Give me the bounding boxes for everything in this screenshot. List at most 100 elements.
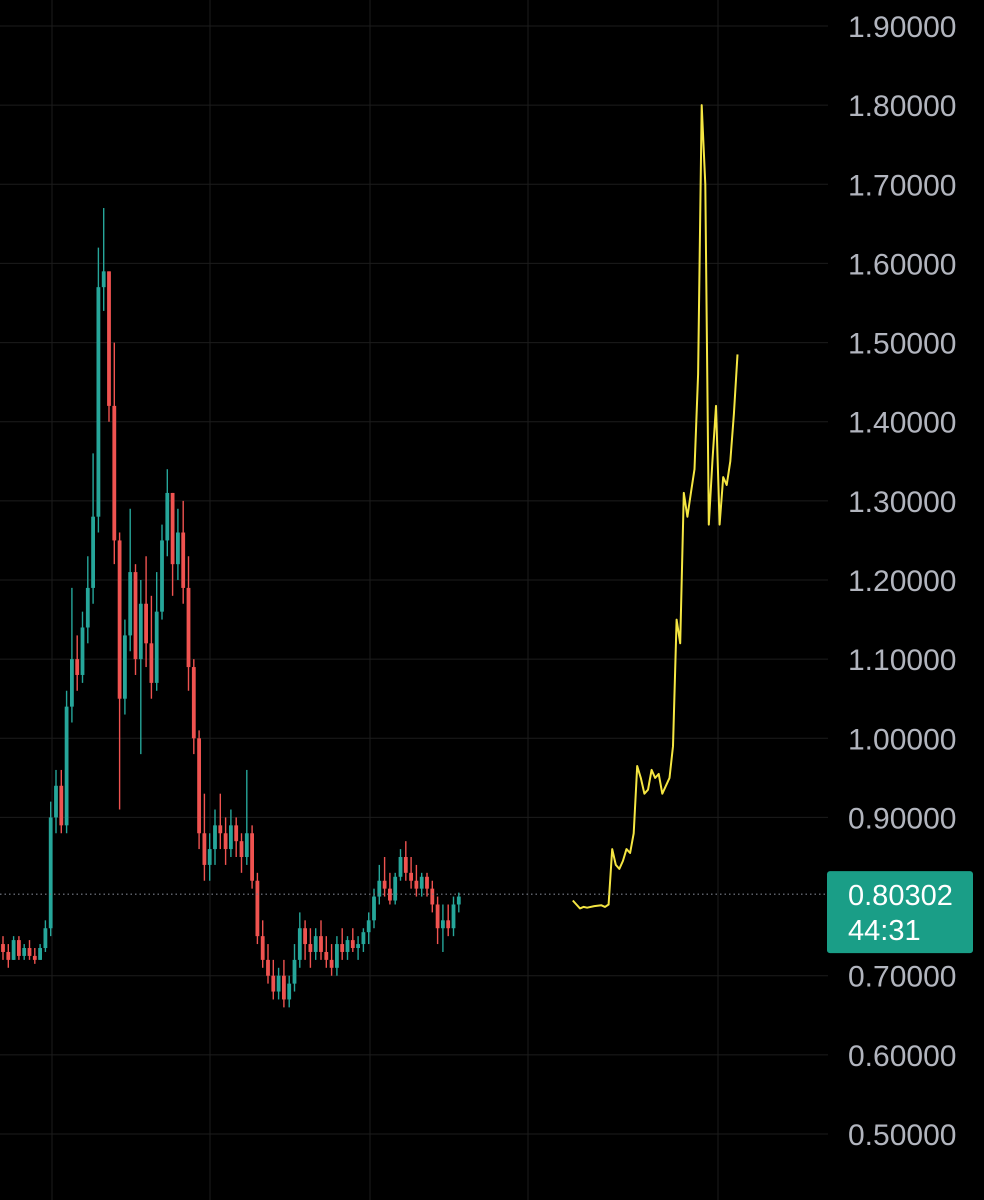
candle	[27, 940, 32, 960]
candle-body	[335, 944, 339, 968]
candle	[91, 453, 95, 604]
candle	[38, 944, 42, 960]
candle-body	[96, 287, 101, 517]
candle	[297, 912, 302, 968]
candle	[313, 928, 318, 960]
candle-body	[446, 920, 451, 929]
candle-body	[186, 587, 191, 668]
candle-body	[107, 271, 111, 406]
candle-body	[1, 944, 5, 952]
candle-body	[435, 904, 440, 929]
candle-body	[409, 872, 413, 881]
candle-body	[149, 643, 154, 683]
candle-body	[70, 659, 74, 707]
candle-body	[207, 849, 212, 865]
candle-body	[17, 940, 21, 956]
candle-body	[276, 975, 281, 992]
candle-body	[48, 817, 53, 929]
candle-body	[372, 896, 376, 921]
y-tick-label: 1.80000	[848, 90, 956, 123]
candle-body	[91, 516, 95, 588]
candle	[419, 872, 424, 897]
candle-body	[218, 825, 223, 834]
candle-body	[75, 659, 80, 675]
candle-body	[266, 959, 270, 976]
candle	[239, 833, 244, 873]
candle-body	[382, 880, 387, 889]
candle	[202, 793, 207, 881]
candle	[191, 659, 196, 755]
candle	[54, 769, 58, 834]
candle-body	[234, 825, 239, 842]
candle-body	[202, 833, 207, 865]
candle-body	[303, 928, 307, 945]
candle	[207, 833, 212, 881]
candle-body	[456, 896, 461, 905]
candle	[303, 920, 307, 960]
candle	[170, 492, 175, 596]
candle	[340, 928, 345, 960]
candle-body	[319, 936, 323, 952]
candle	[85, 556, 90, 644]
candle-body	[85, 587, 90, 628]
candle-body	[398, 857, 403, 877]
candle-body	[6, 951, 11, 960]
candle	[59, 769, 64, 834]
y-tick-label: 1.50000	[848, 328, 956, 361]
candle	[197, 730, 201, 850]
candle	[96, 247, 101, 533]
candle-body	[430, 888, 435, 905]
candle-body	[340, 944, 345, 952]
candle	[117, 532, 122, 810]
candle	[329, 944, 334, 976]
candle-body	[213, 825, 217, 850]
candle-body	[170, 492, 175, 565]
candle	[181, 500, 186, 604]
candle	[80, 611, 85, 683]
candle-body	[64, 706, 69, 826]
y-tick-label: 1.90000	[848, 11, 956, 44]
candle	[350, 928, 355, 952]
candle-body	[128, 572, 133, 636]
candle-body	[308, 944, 313, 952]
candle-body	[292, 959, 297, 984]
candle	[287, 975, 292, 1008]
candle	[154, 572, 159, 691]
candle-body	[22, 948, 27, 956]
candle	[345, 936, 350, 960]
candle-body	[451, 904, 456, 929]
candle-body	[117, 540, 122, 699]
candle-body	[101, 271, 106, 288]
price-axis[interactable]: 1.90000 1.80000 1.70000 1.60000 1.50000 1.400…	[848, 11, 956, 1152]
candle-body	[324, 951, 329, 960]
candle-body	[197, 738, 201, 834]
candle	[451, 896, 456, 937]
candle	[48, 801, 53, 937]
candle	[398, 849, 403, 881]
candle	[43, 920, 48, 952]
candle	[335, 936, 339, 976]
candle	[70, 587, 74, 723]
candle	[446, 904, 451, 937]
y-tick-label: 0.60000	[848, 1040, 956, 1073]
candle	[17, 936, 21, 960]
candle-body	[176, 532, 180, 565]
candle-body	[160, 540, 164, 612]
candle	[218, 793, 223, 850]
candle	[308, 928, 313, 968]
candlestick-series	[1, 208, 461, 1008]
candle	[324, 936, 329, 968]
candle	[229, 809, 233, 857]
candle-body	[255, 880, 260, 937]
y-tick-label: 1.20000	[848, 565, 956, 598]
candle	[430, 880, 435, 913]
candle	[282, 959, 286, 1008]
candle	[250, 825, 254, 889]
candle	[266, 944, 270, 984]
candle	[128, 508, 133, 652]
candle-body	[366, 920, 371, 933]
candle-body	[165, 492, 170, 541]
candle	[260, 920, 265, 968]
candle-body	[133, 572, 138, 660]
